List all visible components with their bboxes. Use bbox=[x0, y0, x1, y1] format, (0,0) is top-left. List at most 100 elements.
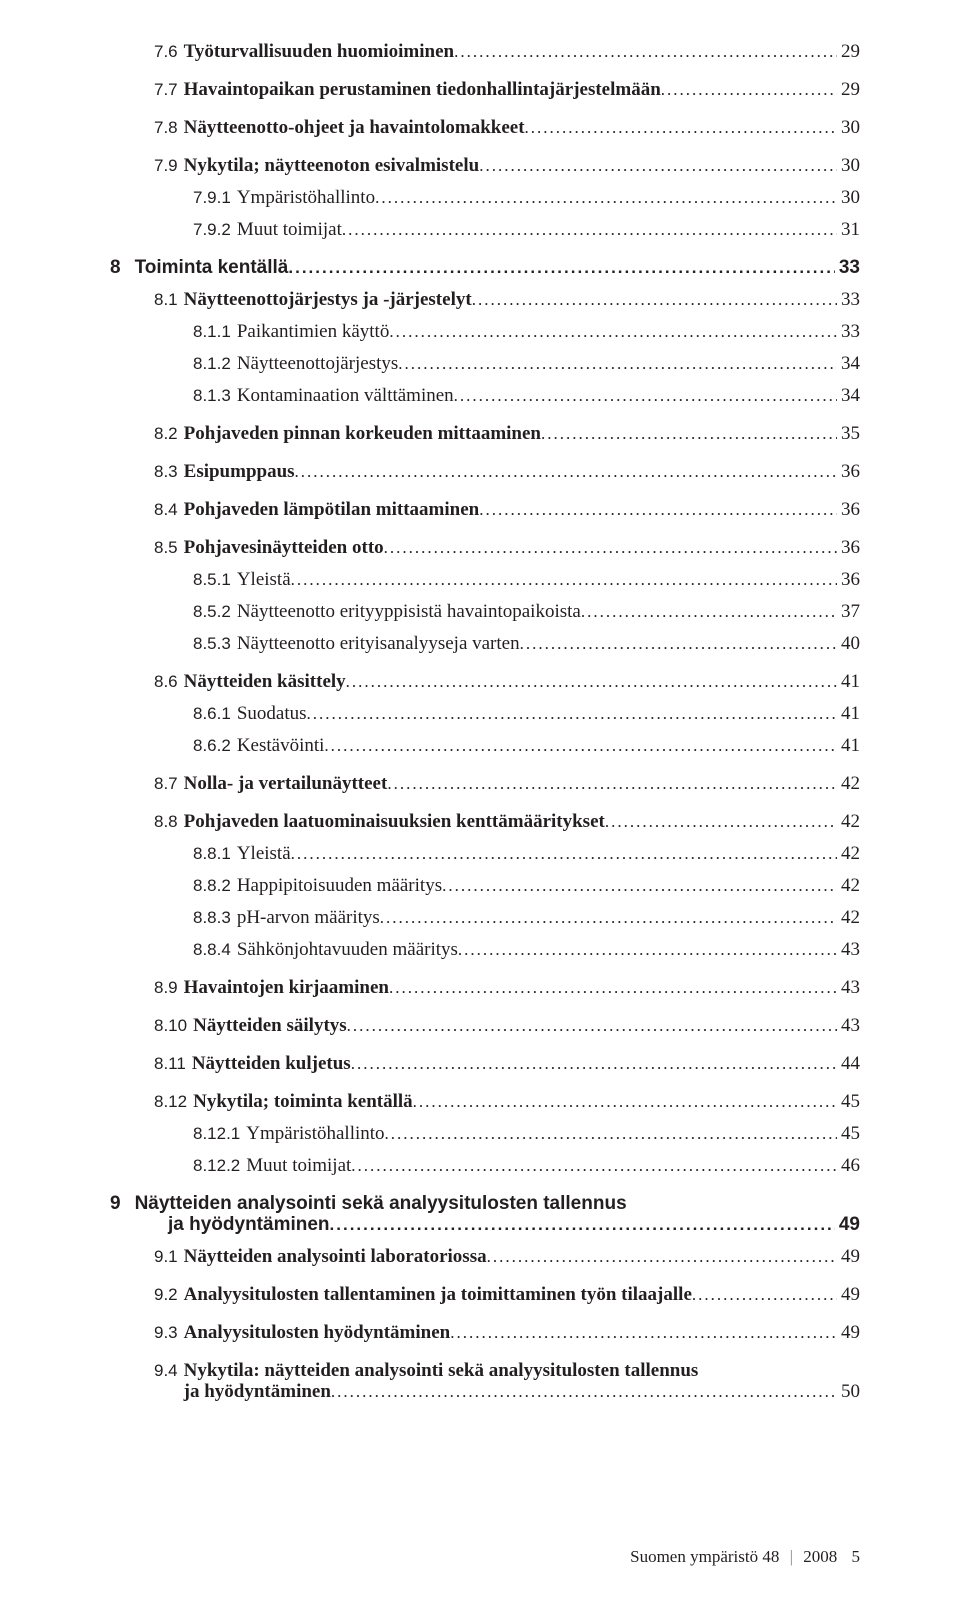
toc-num: 8.2 bbox=[154, 425, 178, 442]
toc-leader bbox=[692, 1286, 837, 1303]
toc-text: Nykytila; näytteenoton esivalmistelu bbox=[178, 156, 480, 175]
toc-text: Pohjaveden lämpötilan mittaaminen bbox=[178, 500, 480, 519]
toc-entry: 8.1.1Paikantimien käyttö 33 bbox=[110, 322, 860, 341]
toc-leader bbox=[661, 81, 837, 98]
toc-page: 34 bbox=[837, 386, 860, 405]
toc-page: 43 bbox=[837, 978, 860, 997]
toc-page: 44 bbox=[837, 1054, 860, 1073]
toc-leader bbox=[385, 1125, 837, 1142]
toc-entry: 9Näytteiden analysointi sekä analyysitul… bbox=[110, 1194, 860, 1213]
toc-text: Näytteenottojärjestys bbox=[231, 354, 398, 373]
toc-entry: 9.4Nykytila: näytteiden analysointi sekä… bbox=[110, 1361, 860, 1380]
toc-text: Toiminta kentällä bbox=[121, 258, 289, 277]
toc-text: Näytteiden analysointi sekä analyysitulo… bbox=[121, 1194, 627, 1213]
toc-text: ja hyödyntäminen bbox=[178, 1382, 331, 1401]
toc-leader bbox=[487, 1248, 837, 1265]
toc-num: 8.8 bbox=[154, 813, 178, 830]
toc-num: 8.9 bbox=[154, 979, 178, 996]
toc-entry: 8.7Nolla- ja vertailunäytteet42 bbox=[110, 774, 860, 793]
toc-entry: 8.5.2Näytteenotto erityyppisistä havaint… bbox=[110, 602, 860, 621]
toc-entry: 9.2Analyysitulosten tallentaminen ja toi… bbox=[110, 1285, 860, 1304]
toc-page: 42 bbox=[837, 812, 860, 831]
toc-leader bbox=[330, 1216, 835, 1233]
toc-page: 31 bbox=[837, 220, 860, 239]
toc-leader bbox=[389, 323, 837, 340]
toc-text: Paikantimien käyttö bbox=[231, 322, 390, 341]
toc-entry: 8.11Näytteiden kuljetus 44 bbox=[110, 1054, 860, 1073]
toc-text: Pohjaveden laatuominaisuuksien kenttämää… bbox=[178, 812, 605, 831]
toc-leader bbox=[458, 941, 837, 958]
toc-num: 8.6.2 bbox=[193, 737, 231, 754]
toc-page: 34 bbox=[837, 354, 860, 373]
toc-text: Näytteenotto-ohjeet ja havaintolomakkeet bbox=[178, 118, 525, 137]
toc-page: 42 bbox=[837, 876, 860, 895]
toc-leader bbox=[291, 571, 837, 588]
toc-page: 41 bbox=[837, 672, 860, 691]
footer-series: Suomen ympäristö bbox=[630, 1547, 758, 1566]
toc-entry: 7.9.2Muut toimijat 31 bbox=[110, 220, 860, 239]
toc-text: Näytteiden kuljetus bbox=[186, 1054, 351, 1073]
toc-entry: 8.8.2Happipitoisuuden määritys42 bbox=[110, 876, 860, 895]
toc-num: 8.1.3 bbox=[193, 387, 231, 404]
toc-page: 45 bbox=[837, 1092, 860, 1111]
toc-page: 36 bbox=[837, 500, 860, 519]
toc-leader bbox=[346, 673, 837, 690]
toc-page: 36 bbox=[837, 538, 860, 557]
toc-page: 41 bbox=[837, 736, 860, 755]
toc-entry: 7.6Työturvallisuuden huomioiminen29 bbox=[110, 42, 860, 61]
toc-entry: 8.1.2Näytteenottojärjestys34 bbox=[110, 354, 860, 373]
toc-num: 8.8.2 bbox=[193, 877, 231, 894]
toc-entry: 8.1Näytteenottojärjestys ja -järjestelyt… bbox=[110, 290, 860, 309]
toc-page: 33 bbox=[835, 258, 860, 277]
toc-page: 49 bbox=[835, 1215, 860, 1234]
toc-num: 8.12.1 bbox=[193, 1125, 240, 1142]
toc-entry: 7.7Havaintopaikan perustaminen tiedonhal… bbox=[110, 80, 860, 99]
toc-text: Näytteiden säilytys bbox=[187, 1016, 347, 1035]
toc-leader bbox=[520, 635, 837, 652]
toc-page: 30 bbox=[837, 156, 860, 175]
toc-num: 8.6.1 bbox=[193, 705, 231, 722]
toc-num: 8.1.1 bbox=[193, 323, 231, 340]
toc-leader bbox=[380, 909, 837, 926]
toc-text: Näytteenotto erityisanalyyseja varten bbox=[231, 634, 520, 653]
toc-text: Pohjavesinäytteiden otto bbox=[178, 538, 384, 557]
toc-page: 33 bbox=[837, 322, 860, 341]
toc-entry: 8Toiminta kentällä 33 bbox=[110, 258, 860, 277]
toc-leader bbox=[541, 425, 837, 442]
toc-leader bbox=[472, 291, 837, 308]
toc-page: 42 bbox=[837, 774, 860, 793]
toc-leader bbox=[342, 221, 837, 238]
toc-num: 8.5.2 bbox=[193, 603, 231, 620]
toc-num: 7.9.2 bbox=[193, 221, 231, 238]
toc-leader bbox=[307, 705, 838, 722]
toc-entry: 8.6.1Suodatus41 bbox=[110, 704, 860, 723]
toc-entry: 8.3Esipumppaus36 bbox=[110, 462, 860, 481]
toc-entry: 8.8.1Yleistä42 bbox=[110, 844, 860, 863]
toc-entry: 9.3Analyysitulosten hyödyntäminen49 bbox=[110, 1323, 860, 1342]
toc-leader bbox=[384, 539, 837, 556]
toc-num: 7.8 bbox=[154, 119, 178, 136]
toc-leader bbox=[295, 463, 837, 480]
toc-num: 8 bbox=[110, 258, 121, 277]
toc-leader bbox=[331, 1383, 837, 1400]
toc-text: Suodatus bbox=[231, 704, 307, 723]
toc-leader bbox=[387, 775, 837, 792]
toc-text: ja hyödyntäminen bbox=[168, 1215, 330, 1234]
toc-num: 9.1 bbox=[154, 1248, 178, 1265]
toc-text: pH-arvon määritys bbox=[231, 908, 380, 927]
toc-entry-cont: 9.4ja hyödyntäminen50 bbox=[110, 1382, 860, 1401]
toc-entry: 8.12.1Ympäristöhallinto45 bbox=[110, 1124, 860, 1143]
toc-entry: 8.8.3pH-arvon määritys42 bbox=[110, 908, 860, 927]
page-footer: Suomen ympäristö 48 | 2008 5 bbox=[630, 1547, 860, 1567]
toc-num: 8.11 bbox=[154, 1055, 186, 1072]
toc-num: 7.7 bbox=[154, 81, 178, 98]
toc-num: 8.4 bbox=[154, 501, 178, 518]
toc-entry: 8.4Pohjaveden lämpötilan mittaaminen 36 bbox=[110, 500, 860, 519]
toc-page: 33 bbox=[837, 290, 860, 309]
toc-text: Sähkönjohtavuuden määritys bbox=[231, 940, 458, 959]
footer-issue: 48 bbox=[762, 1547, 779, 1566]
toc-num: 9.2 bbox=[154, 1286, 178, 1303]
toc-page: 36 bbox=[837, 570, 860, 589]
toc-leader bbox=[347, 1017, 837, 1034]
toc-text: Muut toimijat bbox=[231, 220, 342, 239]
